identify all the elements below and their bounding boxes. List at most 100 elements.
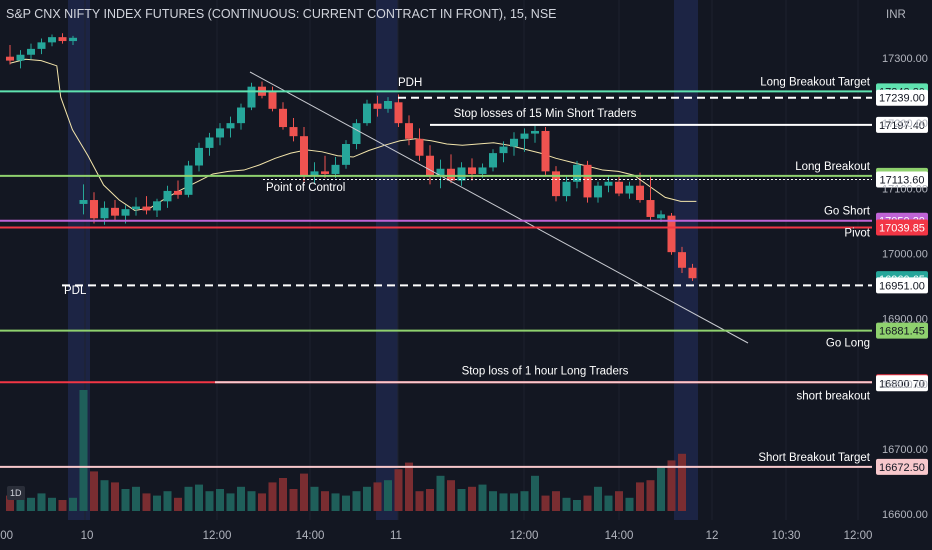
candle-body [562,181,571,197]
volume-bar [657,467,665,511]
candle-body [604,181,613,186]
volume-bar [447,480,455,511]
candle-body [132,206,140,210]
candle-body [163,190,172,202]
candle-body [531,130,539,134]
volume-bar [90,471,98,511]
volume-bar [6,495,14,511]
volume-bar [310,486,319,511]
time-tick-label: 10 [81,530,94,542]
volume-bar [394,469,403,511]
volume-bar [237,486,245,511]
volume-bar [300,473,308,511]
volume-bar [342,495,350,511]
candle-body [573,164,581,182]
volume-bar [646,480,655,511]
volume-bar [226,493,235,511]
volume-bar [142,493,151,511]
candle-body [352,123,361,144]
time-tick-label: :00 [0,530,13,542]
volume-bar [384,480,392,511]
volume-bar [541,495,550,511]
candle-body [583,164,592,198]
interval-badge[interactable]: 1D [7,486,25,500]
price-badge [876,458,928,475]
candle-body [657,214,665,219]
price-tick-label: 17000.00 [882,248,928,260]
candle-body [184,165,193,195]
price-badge-value: 17113.60 [879,174,924,186]
volume-bar [667,460,676,511]
candle-body [636,185,644,201]
time-tick-label: 14:00 [296,530,325,542]
price-badge [876,219,928,236]
level-label: Go Long [826,338,870,350]
volume-bar [531,475,539,511]
candle-body [237,107,245,124]
price-badge [876,116,928,133]
candle-body [142,206,151,211]
volume-bar [583,495,592,511]
candle-body [111,207,119,216]
volume-bar [331,493,340,511]
volume-bar [520,491,529,511]
annotation-point-of-control: Point of Control [266,182,345,194]
price-badge-value: 16951.00 [879,280,925,292]
volume-bar [58,500,67,511]
volume-bar [636,482,644,511]
volume-bar [27,497,35,511]
price-tick-label: 16600.00 [882,509,928,521]
price-badge [876,171,928,188]
candle-body [342,143,350,165]
volume-bar [247,491,256,511]
volume-bar [48,497,56,511]
level-label: Stop loss of 1 hour Long Traders [462,365,629,377]
price-badge-value: 17197.40 [879,120,925,132]
price-badge [876,322,928,339]
volume-bar [468,486,476,511]
candle-body [48,37,56,43]
candle-body [226,123,235,129]
candle-body [510,138,518,147]
candle-body [100,207,109,219]
price-tick-label: 16700.00 [882,444,928,456]
level-label: Long Breakout Target [760,76,871,88]
volume-bar [289,489,298,511]
candle-body [552,171,560,197]
volume-bar [594,486,602,511]
candle-body [16,54,25,61]
time-tick-label: 11 [390,530,402,542]
candle-body [268,90,277,109]
candle-body [646,200,655,217]
volume-bar [16,491,25,511]
time-tick-label: 12 [706,530,719,542]
price-badge [876,89,928,106]
candle-body [384,100,392,109]
volume-bar [573,500,581,511]
candle-body [195,147,203,166]
candle-body [625,185,634,194]
volume-bar [562,497,571,511]
volume-bar [79,390,88,511]
volume-bar [426,489,434,511]
candle-body [174,190,182,195]
volume-bar [489,491,497,511]
level-label: Pivot [844,227,870,239]
annotation-pdh: PDH [398,77,422,89]
trendline [249,71,749,344]
volume-bar [111,482,119,511]
volume-bar [174,497,182,511]
candle-body [489,153,497,168]
volume-bar [373,482,382,511]
currency-label: INR [886,9,906,21]
level-label: Stop losses of 15 Min Short Traders [454,108,637,120]
volume-bar [153,495,161,511]
candle-body [27,48,35,55]
candle-body [363,103,371,124]
price-tick-label: 16800.00 [882,379,928,391]
candle-body [69,37,77,42]
volume-bar [69,497,77,511]
price-tick-label: 17100.00 [882,183,928,195]
volume-bar [279,478,287,511]
